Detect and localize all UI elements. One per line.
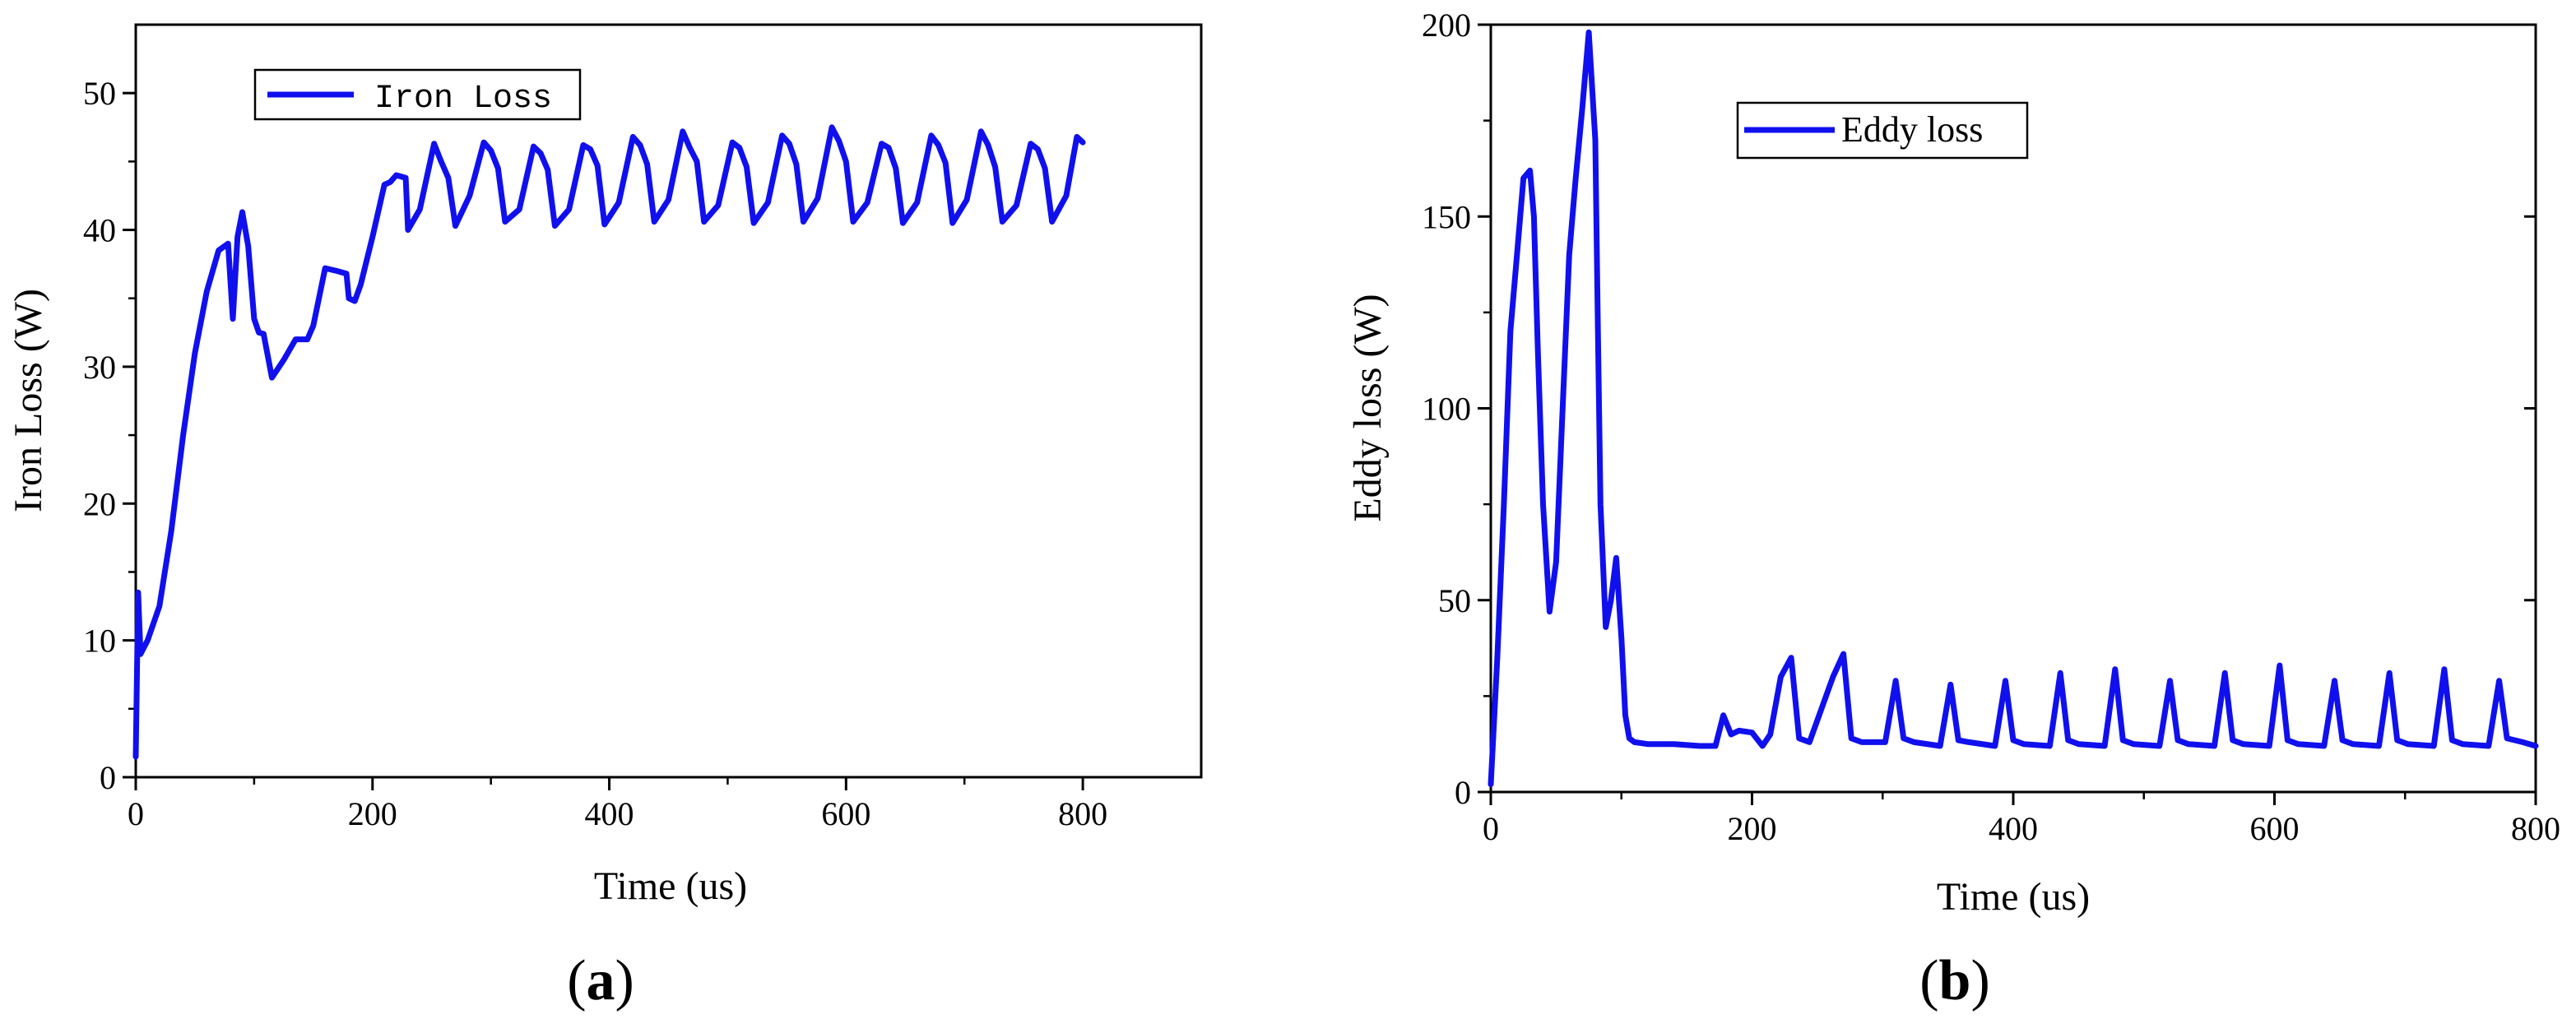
x-tick-label: 0 <box>128 795 144 832</box>
y-tick-label: 200 <box>1422 7 1471 44</box>
x-tick-label: 0 <box>1483 810 1499 847</box>
y-tick-label: 50 <box>83 75 116 112</box>
x-tick-label: 400 <box>585 795 634 832</box>
y-tick-label: 20 <box>83 485 116 522</box>
legend-label-eddy-loss: Eddy loss <box>1841 109 1983 150</box>
x-tick-label: 200 <box>348 795 397 832</box>
legend-a: Iron Loss <box>253 68 582 121</box>
axis-ticks-b: 0 200 400 600 800 0 50 100 150 200 <box>1422 7 2560 847</box>
y-tick-label: 150 <box>1422 198 1471 235</box>
eddy-loss-line <box>1488 29 2539 788</box>
x-tick-label: 600 <box>2250 810 2300 847</box>
y-tick-label: 50 <box>1438 582 1471 619</box>
iron-loss-line <box>132 124 1086 760</box>
y-tick-label: 30 <box>83 349 116 386</box>
y-tick-label: 100 <box>1422 391 1471 428</box>
y-tick-label: 10 <box>83 623 116 660</box>
legend-label-iron-loss: Iron Loss <box>374 81 552 118</box>
x-tick-label: 600 <box>821 795 870 832</box>
legend-b: Eddy loss <box>1736 101 2029 160</box>
y-axis-label-a: Iron Loss (W) <box>7 289 50 512</box>
x-axis-label-b: Time (us) <box>1937 875 2090 919</box>
y-axis-label-b: Eddy loss (W) <box>1346 294 1390 521</box>
y-tick-label: 0 <box>100 759 116 796</box>
panel-label-b: (b) <box>1919 949 1990 1012</box>
axis-ticks-a: 0 200 400 600 800 0 10 20 30 40 50 <box>83 75 1107 832</box>
x-axis-label-a: Time (us) <box>594 864 747 908</box>
x-tick-label: 200 <box>1728 810 1777 847</box>
panel-label-a: (a) <box>567 949 634 1012</box>
chart-b: 0 200 400 600 800 0 50 100 150 200 Eddy loss Time… <box>1346 7 2560 1012</box>
y-tick-label: 40 <box>83 212 116 249</box>
x-tick-label: 800 <box>1058 795 1107 832</box>
plot-frame-a <box>134 23 1203 779</box>
x-tick-label: 800 <box>2511 810 2560 847</box>
y-tick-label: 0 <box>1455 774 1471 811</box>
chart-a: 0 200 400 600 800 0 10 20 30 40 50 Iron Loss Time … <box>7 23 1203 1012</box>
x-tick-label: 400 <box>1989 810 2038 847</box>
